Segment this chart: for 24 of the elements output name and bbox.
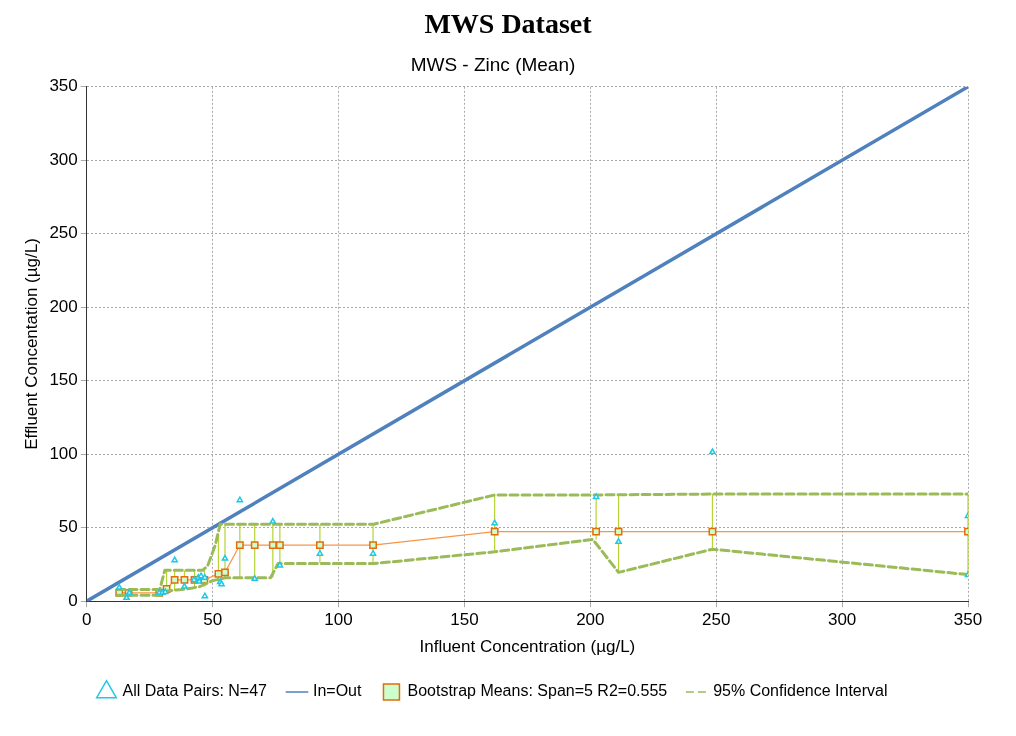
y-tick-label: 0 <box>68 590 78 610</box>
x-tick-label: 50 <box>203 610 223 630</box>
y-tick-label: 50 <box>58 517 78 537</box>
legend-label: In=Out <box>312 682 363 700</box>
legend-label: Bootstrap Means: Span=5 R2=0.555 <box>407 682 668 700</box>
x-tick-label: 100 <box>324 610 353 630</box>
x-tick-label: 300 <box>827 610 857 630</box>
y-axis-title: Effluent Concentation (µg/L) <box>21 238 41 450</box>
legend-label: 95% Confidence Interval <box>713 682 888 700</box>
x-tick-label: 200 <box>576 610 605 630</box>
chart-subtitle: MWS - Zinc (Mean) <box>410 53 576 75</box>
x-tick-label: 0 <box>82 610 92 630</box>
y-tick-label: 150 <box>49 370 78 390</box>
chart-title: MWS Dataset <box>423 8 593 40</box>
y-tick-label: 300 <box>49 149 78 169</box>
x-tick-label: 250 <box>702 610 731 630</box>
y-tick-label: 100 <box>49 443 78 463</box>
x-tick-label: 150 <box>450 610 479 630</box>
legend-label: All Data Pairs: N=47 <box>122 682 268 700</box>
y-tick-label: 250 <box>49 223 78 243</box>
x-tick-label: 350 <box>953 610 983 630</box>
y-tick-label: 350 <box>49 76 78 96</box>
x-axis-title: Influent Concentration (µg/L) <box>419 637 636 657</box>
y-tick-label: 200 <box>49 296 78 316</box>
